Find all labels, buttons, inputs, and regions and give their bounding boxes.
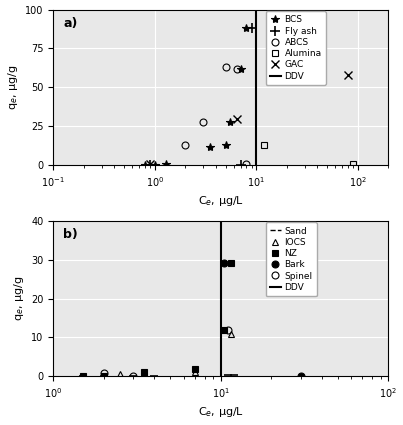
NZ [101,374,106,379]
ABCS [302,30,307,35]
BCS [228,119,233,124]
NZ [80,374,85,379]
IOCS [298,269,303,274]
ABCS [183,142,188,147]
Sand [131,374,135,379]
X-axis label: C$_e$, μg/L: C$_e$, μg/L [198,405,244,419]
Line: Bark: Bark [221,260,304,379]
Line: ABCS: ABCS [182,29,308,167]
BCS [143,162,147,167]
Y-axis label: q$_e$, μg/g: q$_e$, μg/g [6,65,20,110]
IOCS [118,372,123,377]
Sand [232,372,237,377]
Sand [152,374,156,379]
Bark [222,261,227,266]
NZ [192,367,197,372]
IOCS [229,331,233,336]
Text: b): b) [63,229,78,241]
Sand [225,372,230,377]
Line: IOCS: IOCS [116,268,304,378]
Spinel [225,327,230,332]
GAC [235,116,240,121]
Alumina [309,66,314,71]
Sand [80,374,85,379]
IOCS [192,370,197,375]
ABCS [201,119,206,124]
Y-axis label: q$_e$, μg/g: q$_e$, μg/g [12,276,25,321]
BCS [164,162,169,167]
Line: Spinel: Spinel [100,326,231,379]
Fly ash [249,26,254,31]
Spinel [101,371,106,376]
NZ [142,369,147,374]
Bark [298,373,303,378]
Line: Alumina: Alumina [261,65,357,167]
Sand [101,374,106,379]
NZ [222,327,227,332]
BCS [223,142,228,147]
Legend: Sand, IOCS, NZ, Bark, Spinel, DDV: Sand, IOCS, NZ, Bark, Spinel, DDV [266,222,317,296]
BCS [244,26,249,31]
Alumina [351,161,355,166]
Line: GAC: GAC [146,71,352,169]
BCS [208,144,212,149]
Spinel [131,373,135,378]
Line: BCS: BCS [141,24,251,169]
ABCS [223,65,228,70]
Legend: BCS, Fly ash, ABCS, Alumina, GAC, DDV: BCS, Fly ash, ABCS, Alumina, GAC, DDV [266,11,326,85]
IOCS [142,369,147,374]
Fly ash [238,162,243,167]
GAC [346,72,351,77]
Line: Sand: Sand [79,371,238,380]
ABCS [235,66,240,71]
Alumina [262,142,267,147]
Text: a): a) [63,17,78,30]
ABCS [244,161,249,166]
BCS [238,66,243,71]
BCS [152,162,157,167]
Line: NZ: NZ [79,260,235,380]
GAC [147,162,152,167]
Fly ash [147,162,152,167]
Line: Fly ash: Fly ash [145,23,257,170]
X-axis label: C$_e$, μg/L: C$_e$, μg/L [198,194,244,208]
NZ [229,261,233,266]
